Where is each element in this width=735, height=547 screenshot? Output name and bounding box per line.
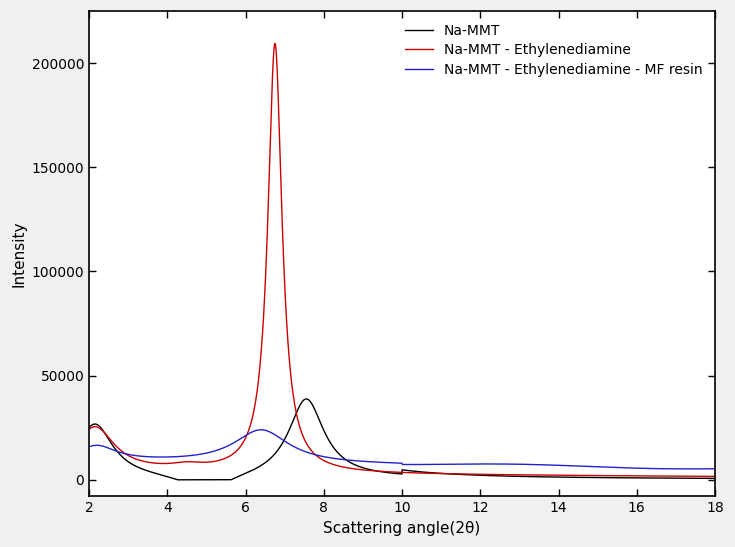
Na-MMT - Ethylenediamine - MF resin: [482, 461, 491, 467]
Na-MMT - Ethylenediamine: [711, 473, 720, 480]
Na-MMT - Ethylenediamine - MF resin: [549, 462, 558, 468]
Na-MMT - Ethylenediamine: [270, 40, 279, 47]
Na-MMT - Ethylenediamine: [85, 426, 93, 433]
Na-MMT - Ethylenediamine: [455, 470, 464, 477]
Na-MMT - Ethylenediamine: [312, 452, 320, 458]
Na-MMT - Ethylenediamine: [549, 472, 558, 479]
Na-MMT - Ethylenediamine - MF resin: [711, 465, 720, 472]
Na-MMT - Ethylenediamine - MF resin: [116, 449, 125, 456]
Line: Na-MMT - Ethylenediamine: Na-MMT - Ethylenediamine: [89, 44, 715, 476]
Na-MMT - Ethylenediamine - MF resin: [582, 463, 591, 470]
Na-MMT: [711, 475, 720, 482]
Na-MMT - Ethylenediamine: [482, 471, 491, 478]
Na-MMT - Ethylenediamine - MF resin: [312, 452, 320, 458]
Line: Na-MMT - Ethylenediamine - MF resin: Na-MMT - Ethylenediamine - MF resin: [89, 430, 715, 469]
Na-MMT - Ethylenediamine - MF resin: [85, 444, 93, 450]
Na-MMT: [173, 476, 182, 483]
Na-MMT - Ethylenediamine: [582, 472, 591, 479]
X-axis label: Scattering angle(2θ): Scattering angle(2θ): [323, 521, 481, 536]
Na-MMT - Ethylenediamine - MF resin: [257, 427, 265, 433]
Na-MMT: [455, 471, 464, 478]
Na-MMT: [85, 424, 93, 431]
Na-MMT: [116, 452, 125, 458]
Na-MMT - Ethylenediamine - MF resin: [684, 465, 693, 472]
Na-MMT: [549, 474, 558, 480]
Na-MMT - Ethylenediamine - MF resin: [455, 461, 464, 467]
Na-MMT: [582, 474, 591, 481]
Na-MMT: [482, 472, 491, 479]
Legend: Na-MMT, Na-MMT - Ethylenediamine, Na-MMT - Ethylenediamine - MF resin: Na-MMT, Na-MMT - Ethylenediamine, Na-MMT…: [399, 18, 708, 82]
Line: Na-MMT: Na-MMT: [89, 399, 715, 480]
Na-MMT: [302, 395, 311, 402]
Y-axis label: Intensity: Intensity: [11, 220, 26, 287]
Na-MMT: [312, 409, 320, 415]
Na-MMT - Ethylenediamine: [116, 447, 125, 453]
